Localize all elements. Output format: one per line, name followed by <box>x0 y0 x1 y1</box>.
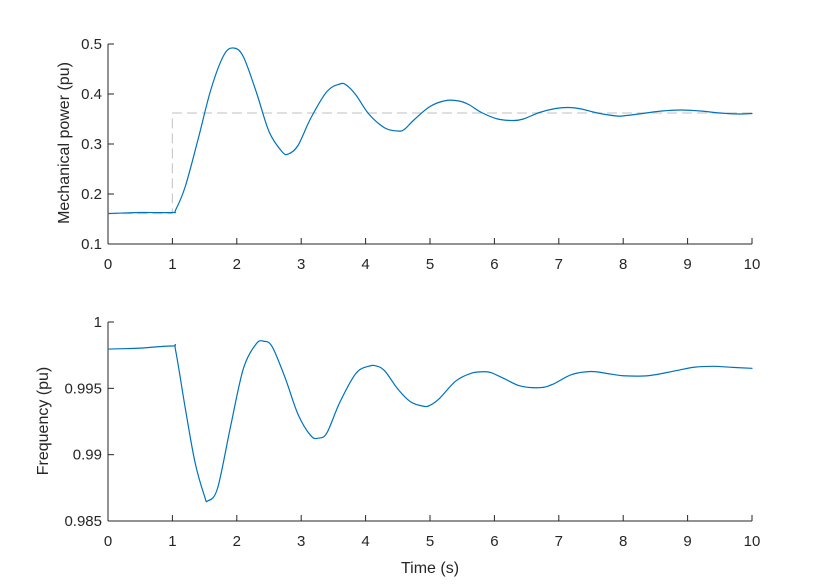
frequency-x-tick-label: 5 <box>426 533 434 550</box>
mechanical-power-x-tick-label: 6 <box>490 256 498 273</box>
mechanical-power-x-tick-label: 5 <box>426 256 434 273</box>
frequency-panel: Frequency (pu) Time (s) 0 1 2 3 4 5 6 7 8 9 10 0.98… <box>35 314 760 577</box>
mechanical-power-x-tick-label: 3 <box>297 256 305 273</box>
mechanical-power-x-tick-label: 9 <box>683 256 691 273</box>
frequency-x-tick-label: 7 <box>555 533 563 550</box>
frequency-ylabel: Frequency (pu) <box>35 367 52 476</box>
mechanical-power-x-tick-label: 4 <box>361 256 369 273</box>
mechanical-power-response-line <box>107 47 753 215</box>
frequency-y-tick-label: 1 <box>94 314 102 331</box>
mechanical-power-y-tick-label: 0.4 <box>81 86 102 103</box>
frequency-x-tick-label: 6 <box>490 533 498 550</box>
frequency-x-tick-label: 10 <box>744 533 761 550</box>
frequency-x-tick-label: 9 <box>683 533 691 550</box>
mechanical-power-x-tick-label: 2 <box>233 256 241 273</box>
mechanical-power-y-tick-label: 0.3 <box>81 136 102 153</box>
frequency-x-tick-label: 0 <box>104 533 112 550</box>
frequency-x-tick-label: 4 <box>361 533 369 550</box>
mechanical-power-reference-line <box>107 112 753 215</box>
time-xlabel: Time (s) <box>401 560 459 577</box>
mechanical-power-x-tick-label: 10 <box>744 256 761 273</box>
frequency-y-tick-label: 0.995 <box>64 380 102 397</box>
frequency-y-tick-label: 0.985 <box>64 513 102 530</box>
mechanical-power-y-tick-label: 0.1 <box>81 236 102 253</box>
frequency-x-tick-label: 3 <box>297 533 305 550</box>
mechanical-power-y-tick-label: 0.2 <box>81 186 102 203</box>
mechanical-power-ylabel: Mechanical power (pu) <box>56 62 73 224</box>
mechanical-power-x-tick-label: 0 <box>104 256 112 273</box>
frequency-x-tick-label: 8 <box>619 533 627 550</box>
mechanical-power-panel: Mechanical power (pu) 0 1 2 3 4 5 6 7 8 9 10 0.1 0.2… <box>56 36 760 273</box>
mechanical-power-x-tick-label: 8 <box>619 256 627 273</box>
mechanical-power-x-tick-label: 1 <box>168 256 176 273</box>
mechanical-power-x-tick-label: 7 <box>555 256 563 273</box>
frequency-y-tick-label: 0.99 <box>73 447 102 464</box>
mechanical-power-y-tick-label: 0.5 <box>81 36 102 53</box>
frequency-x-tick-label: 2 <box>233 533 241 550</box>
frequency-x-tick-label: 1 <box>168 533 176 550</box>
frequency-response-line <box>107 340 753 503</box>
